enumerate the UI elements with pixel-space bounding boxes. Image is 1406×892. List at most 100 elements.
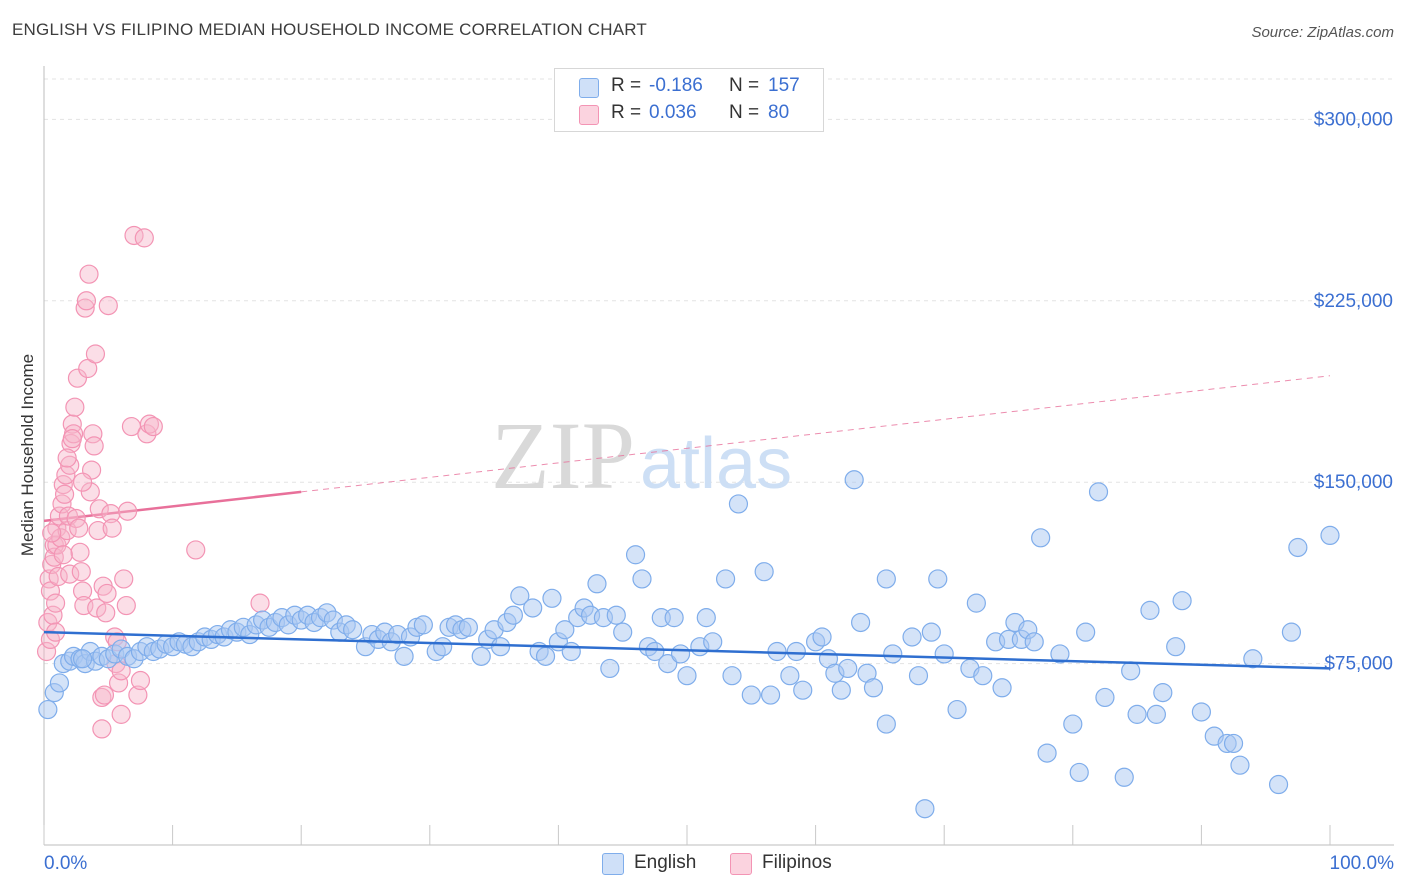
filipinos-point (101, 504, 121, 524)
r-value: 0.036 (649, 102, 697, 123)
filipinos-point (108, 673, 129, 693)
english-point (72, 649, 93, 669)
english-point (812, 627, 832, 647)
english-point (876, 714, 896, 734)
filipinos-point (117, 501, 138, 521)
filipinos-point (98, 296, 118, 316)
english-point (1166, 637, 1186, 657)
english-point (921, 622, 941, 642)
filipinos-point (45, 593, 66, 613)
english-point (677, 666, 697, 686)
y-tick-label: $150,000 (1314, 472, 1393, 493)
filipinos-point (51, 528, 71, 548)
english-point (613, 622, 633, 642)
english-point (658, 653, 678, 674)
n-value: 80 (768, 102, 790, 123)
english-point (555, 620, 575, 640)
english-point (49, 673, 70, 693)
watermark-atlas: atlas (640, 424, 792, 504)
filipinos-point (89, 499, 109, 519)
english-point (1037, 743, 1057, 763)
english-point (1031, 528, 1051, 548)
english-point (542, 588, 562, 608)
x-tick-label: 100.0% (1330, 853, 1395, 874)
chart-title: ENGLISH VS FILIPINO MEDIAN HOUSEHOLD INC… (12, 20, 647, 39)
filipinos-point (85, 344, 106, 364)
n-label: N = (729, 102, 760, 123)
english-point (1076, 622, 1096, 642)
filipinos-point (56, 465, 76, 485)
filipinos-point (53, 545, 73, 565)
n-label: N = (729, 75, 760, 96)
english-point (1243, 649, 1263, 669)
english-point (343, 620, 363, 640)
filipinos-point (36, 641, 57, 662)
english-point (728, 494, 749, 514)
filipinos-point (92, 687, 112, 708)
english-point (844, 470, 864, 490)
filipinos-point (250, 593, 270, 613)
filipinos-point (116, 595, 136, 616)
filipinos-point (75, 298, 95, 318)
english-point (703, 632, 723, 652)
watermark: ZIP atlas (491, 402, 792, 509)
filipinos-point (72, 581, 93, 601)
english-point (1153, 683, 1173, 703)
filipinos-legend-label: Filipinos (762, 852, 832, 873)
english-point (1140, 600, 1160, 620)
english-legend-swatch (602, 853, 624, 875)
filipinos-point (48, 566, 68, 587)
filipinos-point (79, 264, 99, 284)
filipinos-point (128, 685, 148, 705)
english-point (625, 545, 646, 565)
english-point (490, 637, 511, 657)
x-tick-label: 0.0% (44, 853, 87, 874)
english-point (587, 574, 607, 594)
filipinos-point (80, 482, 100, 502)
filipinos-point (62, 414, 82, 434)
english-point (715, 569, 736, 589)
english-point (973, 666, 993, 686)
filipinos-swatch (579, 105, 599, 125)
english-point (632, 569, 652, 589)
n-value: 157 (768, 75, 800, 96)
english-point (38, 699, 58, 720)
english-point (1063, 714, 1083, 734)
filipinos-point (84, 436, 104, 456)
english-point (992, 678, 1012, 698)
y-tick-label: $225,000 (1314, 291, 1393, 312)
english-point (433, 637, 453, 657)
english-point (664, 608, 684, 628)
english-point (1268, 774, 1289, 795)
english-point (1088, 482, 1109, 502)
filipinos-point (87, 598, 107, 618)
english-point (966, 593, 986, 613)
english-point (780, 666, 800, 686)
filipinos-point (65, 397, 85, 417)
english-point (786, 641, 806, 662)
english-point (1191, 702, 1212, 722)
filipinos-trend-solid (43, 490, 302, 523)
english-point (1281, 622, 1302, 642)
filipinos-point (71, 562, 91, 582)
filipinos-point (186, 540, 206, 560)
english-point (883, 644, 903, 664)
english-point (535, 646, 556, 666)
tick-labels: $75,000 $150,000 $225,000 $300,000 0.0% 100.0… (44, 109, 1394, 874)
series-legend: English Filipinos (0, 852, 1406, 882)
english-point (908, 666, 929, 686)
filipinos-point (96, 603, 116, 623)
y-tick-label: $75,000 (1324, 654, 1393, 675)
english-trend (43, 630, 1331, 670)
english-point (902, 627, 922, 647)
filipinos-legend-swatch (730, 853, 752, 875)
english-point (863, 678, 884, 698)
english-point (934, 644, 954, 664)
english-point (851, 612, 871, 633)
english-point (760, 685, 781, 705)
filipinos-point (76, 291, 97, 311)
filipinos-trend-dashed (301, 375, 1331, 493)
y-tick-label: $300,000 (1314, 109, 1393, 130)
english-point (561, 641, 581, 662)
